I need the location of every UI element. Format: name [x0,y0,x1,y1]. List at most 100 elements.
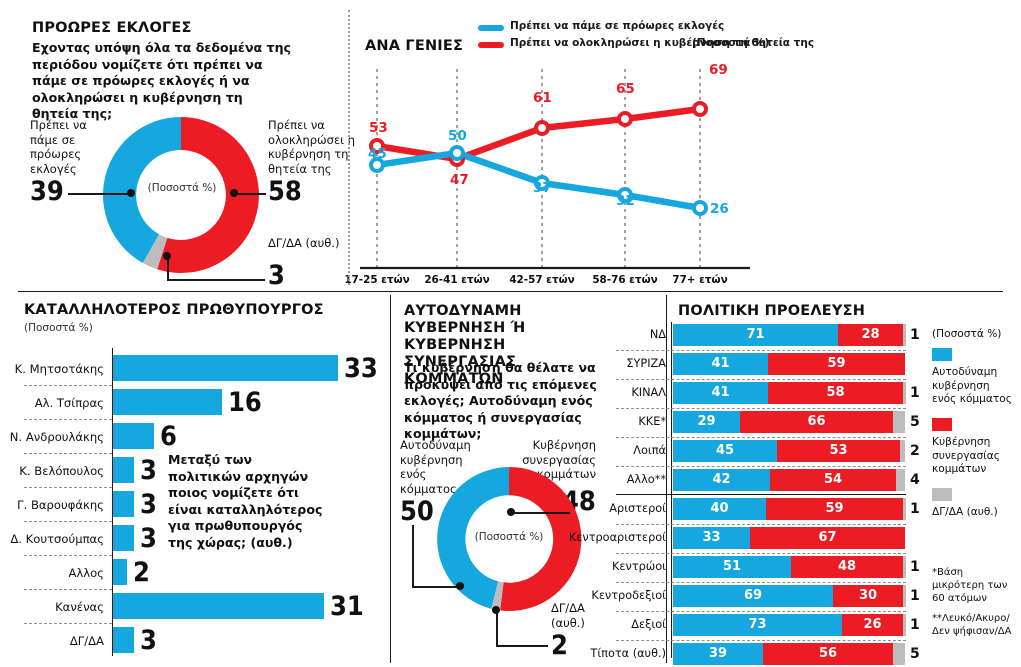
lc-xtick-4: 77+ ετών [672,274,728,286]
origin-row-8-gray [903,556,906,578]
lc-blue-value-3: 32 [616,193,635,209]
origin-row-7-blue: 33 [673,527,750,549]
footnote-2: **Λευκό/Ακυρο/ Δεν ψήφισαν/ΔΑ [932,613,1012,637]
origin-row-8-red: 48 [791,556,903,578]
leader-dot-coalition-dk [492,606,500,614]
lc-xtick-3: 58-76 ετών [592,274,658,286]
origin-group-separator [616,494,906,495]
leader-dot-coalition-right [507,508,515,516]
divider-vertical-top [348,10,350,285]
origin-row-sep-4 [616,466,906,467]
bar-row-sep-3 [24,487,112,488]
bar-value-4: 3 [140,489,157,520]
donut-early-elections [103,117,259,273]
origin-row-0-gray [903,324,906,346]
bar-value-1: 16 [228,387,262,418]
line-chart-generations [360,69,750,270]
value-coalition-dk: 2 [551,630,568,661]
origin-row-label-3: ΚΚΕ* [638,415,666,428]
bar-row-sep-6 [24,589,112,590]
origin-row-6-red: 59 [766,498,903,520]
panel-title-generations: ΑΝΑ ΓΕΝΙΕΣ [365,38,464,54]
bar-row-sep-1 [24,419,112,420]
lc-red-value-4: 69 [709,62,728,78]
origin-axis [671,322,672,658]
legend-label-gray-origin: ΔΓ/ΔΑ (αυθ.) [932,506,998,518]
origin-row-4-gray-value: 2 [910,443,920,459]
origin-row-label-1: ΣΥΡΙΖΑ [626,357,666,370]
bar-row-sep-0 [24,385,112,386]
origin-row-4-gray [900,440,905,462]
origin-row-label-10: Δεξιοί [631,618,666,631]
bar-value-5: 3 [140,523,157,554]
footnote-1: *Βάση μικρότερη των 60 ατόμων [932,567,1008,604]
bar-row-label-6: Αλλος [68,566,104,580]
origin-row-5-red: 54 [770,469,896,491]
donut-center-note-coalition: (Ποσοστά %) [474,531,544,543]
panel-title-best-pm: ΚΑΤΑΛΛΗΛΟΤΕΡΟΣ ΠΡΩΘΥΠΟΥΡΓΟΣ [24,302,324,318]
divider-vertical-bottom-left [390,295,391,663]
leader-dot-coalition-left [456,582,464,590]
legend-unit-origin: (Ποσοστά %) [932,328,1002,340]
origin-row-3-gray [893,411,905,433]
origin-row-sep-1 [616,379,906,380]
origin-row-3-gray-value: 5 [910,414,920,430]
divider-horizontal-main [18,291,1003,292]
question-early-elections: Εχοντας υπόψη όλα τα δεδομένα της περιόδ… [32,40,292,121]
origin-row-4-red: 53 [777,440,900,462]
bar-row-sep-2 [24,453,112,454]
leader-dot-early-right [230,189,238,197]
origin-row-label-11: Τίποτα (αυθ.) [590,647,666,660]
bar-fill-2 [113,423,154,449]
legend-unit-generations: (Ποσοστά %) [692,37,770,49]
origin-row-9-gray-value: 1 [910,588,920,604]
leader-line-early-dk-h [167,279,265,281]
leader-line-coalition-dk-h [496,645,548,647]
leader-line-coalition-left-v [412,525,414,587]
origin-row-sep-0 [616,350,906,351]
origin-row-11-gray [893,643,905,665]
leader-dot-early-left [127,189,135,197]
origin-row-1-blue: 41 [673,353,768,375]
origin-row-11-red: 56 [763,643,893,665]
lc-blue-value-1: 50 [448,128,467,144]
donut-coalition [437,466,582,611]
origin-row-sep-2 [616,408,906,409]
label-coalition-dk: ΔΓ/ΔΑ (αυθ.) [551,601,585,630]
bar-row-label-8: ΔΓ/ΔΑ [69,634,104,648]
bar-row-label-2: Ν. Ανδρουλάκης [9,430,104,444]
bar-row-label-5: Δ. Κουτσούμπας [10,532,104,546]
panel-title-origin: ΠΟΛΙΤΙΚΗ ΠΡΟΕΛΕΥΣΗ [678,303,866,319]
bar-row-label-4: Γ. Βαρουφάκης [17,498,104,512]
origin-row-5-blue: 42 [673,469,770,491]
origin-row-10-gray [903,614,906,636]
origin-row-10-red: 26 [842,614,903,636]
label-early-left: Πρέπει να πάμε σε πρόωρες εκλογές [30,118,87,176]
lc-xtick-1: 26-41 ετών [424,274,490,286]
leader-dot-early-dk [163,252,171,260]
bar-row-sep-7 [24,623,112,624]
donut-center-note-early: (Ποσοστά %) [147,182,217,194]
origin-row-0-gray-value: 1 [910,327,920,343]
origin-row-2-blue: 41 [673,382,768,404]
origin-row-sep-6 [616,524,906,525]
question-coalition: Τι κυβέρνηση θα θέλατε να προκύψει από τ… [404,360,597,441]
note-best-pm: Μεταξύ των πολιτικών αρχηγών ποιος νομίζ… [168,452,323,550]
bar-row-sep-5 [24,555,112,556]
origin-row-label-2: ΚΙΝΑΛ [631,386,666,399]
bar-row-sep-4 [24,521,112,522]
legend-swatch-red-origin [932,418,952,431]
panel-unit-best-pm: (Ποσοστά %) [24,322,93,334]
legend-label-blue-origin: Αυτοδύναμη κυβέρνηση ενός κόμματος [932,366,1012,405]
origin-row-2-red: 58 [768,382,903,404]
origin-row-2-gray [903,382,906,404]
origin-row-label-4: Λοιπά [633,444,666,457]
lc-blue-value-2: 37 [533,180,552,196]
bar-value-0: 33 [344,353,378,384]
bar-fill-1 [113,389,222,415]
lc-blue-value-4: 26 [710,201,729,217]
origin-row-6-gray-value: 1 [910,501,920,517]
bar-axis-best-pm [112,348,113,656]
label-coalition-left: Αυτοδύναμη κυβέρνηση ενός κόμματος [400,438,471,496]
lc-blue-value-0: 45 [368,146,387,162]
